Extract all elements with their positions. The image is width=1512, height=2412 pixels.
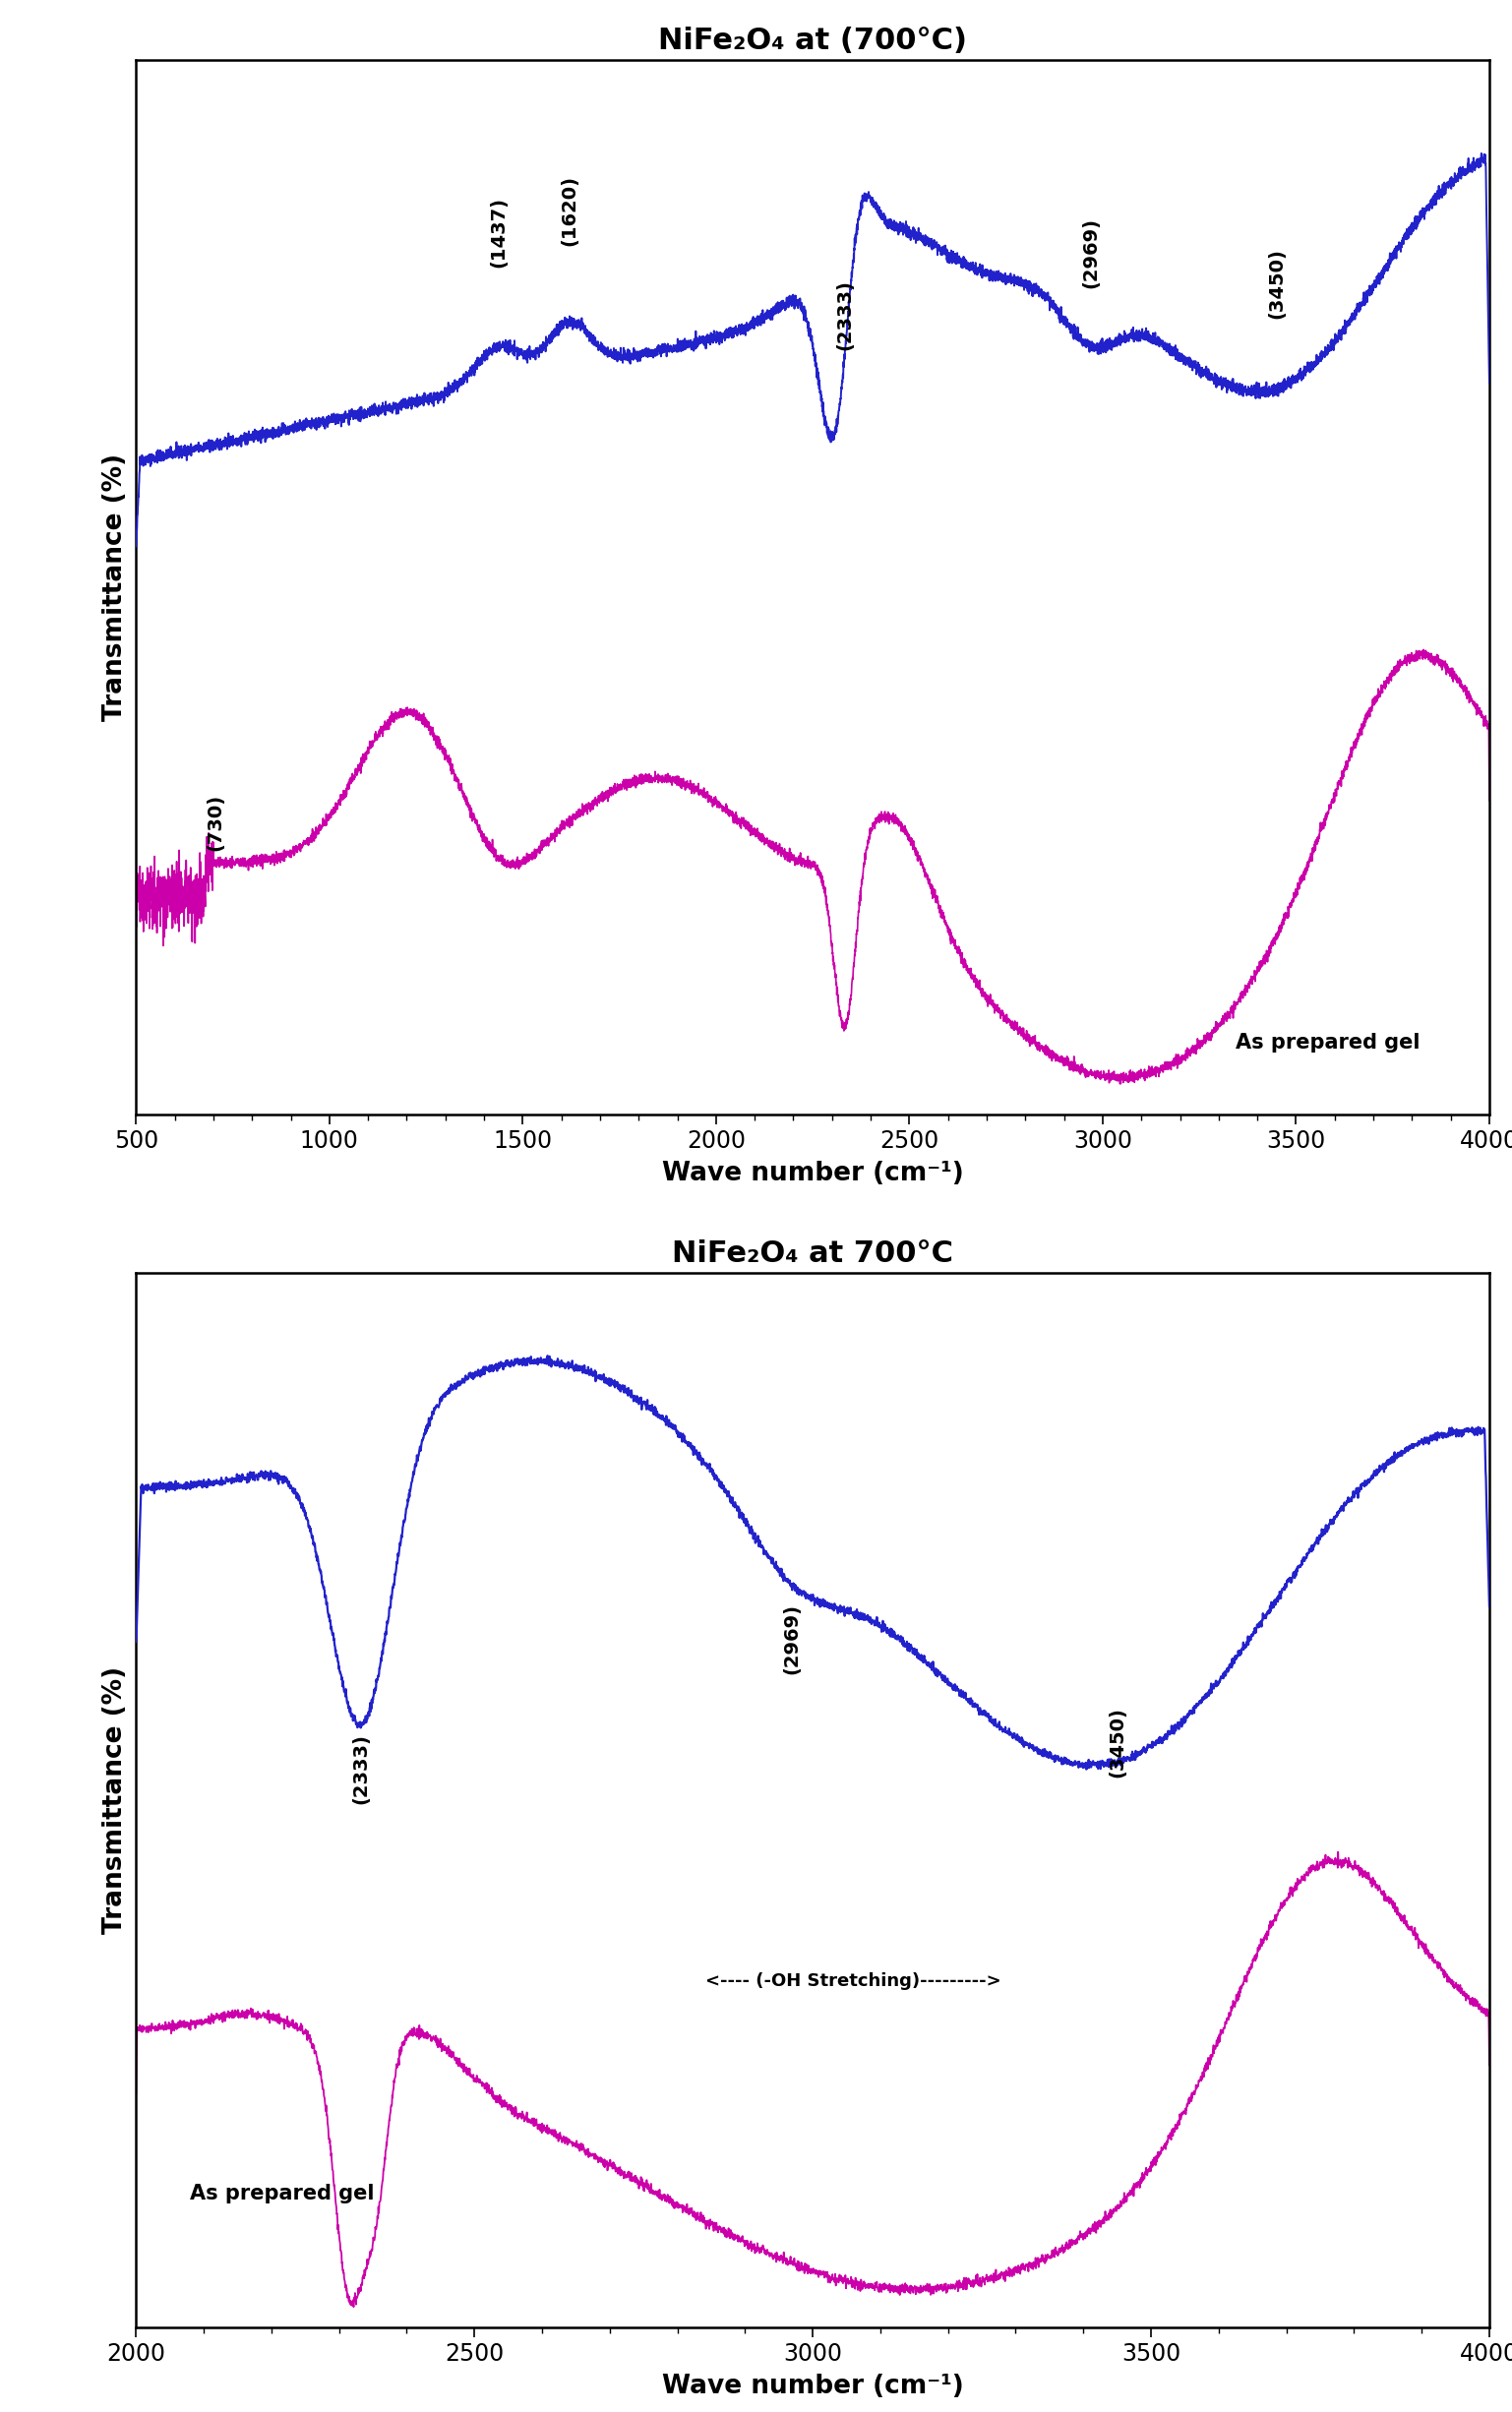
Text: (1620): (1620) [559,176,579,246]
X-axis label: Wave number (cm⁻¹): Wave number (cm⁻¹) [662,2373,963,2400]
Text: As prepared gel: As prepared gel [191,2183,375,2205]
Text: (2969): (2969) [1081,217,1101,287]
Text: (3450): (3450) [1108,1708,1126,1778]
Title: NiFe₂O₄ at 700°C: NiFe₂O₄ at 700°C [671,1240,954,1269]
Text: As prepared gel: As prepared gel [1235,1032,1420,1052]
Text: (2333): (2333) [836,280,854,350]
Text: (730): (730) [206,794,225,851]
Text: (2969): (2969) [782,1604,801,1674]
X-axis label: Wave number (cm⁻¹): Wave number (cm⁻¹) [662,1160,963,1187]
Y-axis label: Transmittance (%): Transmittance (%) [103,1667,129,1934]
Y-axis label: Transmittance (%): Transmittance (%) [103,453,129,721]
Text: (1437): (1437) [488,195,508,268]
Text: (3450): (3450) [1267,248,1287,318]
Text: (2333): (2333) [352,1734,370,1804]
Text: <---- (-OH Stretching)--------->: <---- (-OH Stretching)---------> [706,1973,1001,1990]
Title: NiFe₂O₄ at (700°C): NiFe₂O₄ at (700°C) [658,27,968,55]
